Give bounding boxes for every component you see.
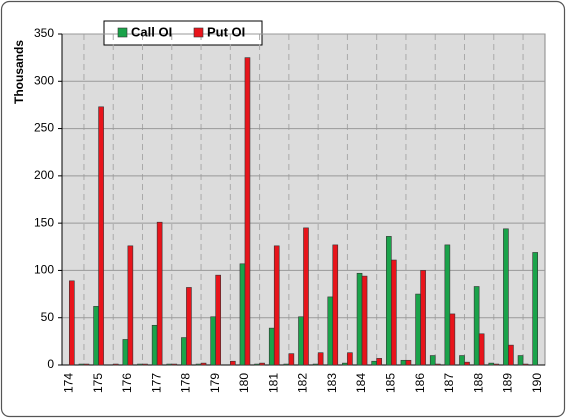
legend-swatch xyxy=(193,27,204,38)
bar xyxy=(210,316,216,366)
bar xyxy=(371,360,377,366)
bar xyxy=(298,316,304,366)
bar xyxy=(200,362,207,366)
bar xyxy=(493,363,500,366)
bar xyxy=(522,363,529,366)
x-tick-label: 174 xyxy=(61,373,75,393)
bar xyxy=(215,274,221,366)
bar xyxy=(405,359,412,366)
bar xyxy=(342,362,348,366)
x-tick-label: 190 xyxy=(530,373,544,393)
bar xyxy=(347,352,353,366)
bar xyxy=(517,355,524,366)
x-tick-label: 184 xyxy=(354,373,368,393)
bar xyxy=(415,293,421,366)
y-tick-label: 350 xyxy=(34,26,54,40)
bar xyxy=(400,359,407,366)
x-tick-label: 185 xyxy=(383,373,397,393)
y-axis-label: Thousands xyxy=(12,40,26,104)
bar xyxy=(488,362,495,366)
bar xyxy=(122,339,129,366)
bar xyxy=(137,363,143,366)
bar xyxy=(78,363,85,366)
bar xyxy=(312,363,319,366)
bar xyxy=(142,363,148,366)
bar xyxy=(283,363,290,366)
bar xyxy=(288,353,295,366)
bar xyxy=(356,272,363,366)
bar xyxy=(93,306,99,366)
y-tick-label: 0 xyxy=(47,357,54,371)
legend-label: Put OI xyxy=(207,24,245,39)
x-tick-label: 181 xyxy=(266,373,280,393)
bar xyxy=(156,221,163,366)
bar xyxy=(478,333,485,366)
bar xyxy=(303,227,309,366)
bar xyxy=(181,337,187,366)
bar xyxy=(268,327,275,366)
x-tick-label: 179 xyxy=(208,373,222,393)
y-tick-label: 50 xyxy=(41,310,55,324)
y-tick-label: 200 xyxy=(34,168,54,182)
bar xyxy=(186,287,192,366)
bar xyxy=(332,244,339,366)
bar xyxy=(361,275,368,366)
bar xyxy=(473,286,480,366)
bar xyxy=(391,259,397,366)
bar xyxy=(273,245,280,366)
bar xyxy=(151,324,158,366)
bar xyxy=(532,252,538,366)
y-tick-label: 100 xyxy=(34,263,54,277)
x-tick-label: 176 xyxy=(120,373,134,393)
bar xyxy=(254,363,260,366)
x-tick-label: 186 xyxy=(413,373,427,393)
x-tick-label: 187 xyxy=(442,373,456,393)
bar xyxy=(317,352,324,366)
x-tick-label: 177 xyxy=(149,373,163,393)
bar xyxy=(239,263,246,366)
bar xyxy=(166,363,173,366)
bar xyxy=(83,363,90,366)
bar xyxy=(508,344,514,366)
bar xyxy=(459,355,465,366)
bar xyxy=(69,280,75,366)
bar xyxy=(259,362,265,366)
bar xyxy=(98,106,104,366)
x-tick-label: 183 xyxy=(325,373,339,393)
bar xyxy=(444,244,451,366)
y-tick-label: 300 xyxy=(34,73,54,87)
legend-swatch xyxy=(117,27,128,38)
x-tick-label: 189 xyxy=(501,373,515,393)
x-tick-label: 180 xyxy=(237,373,251,393)
bar xyxy=(230,360,236,366)
bar xyxy=(112,363,119,366)
bar xyxy=(464,361,470,366)
y-tick-label: 150 xyxy=(34,215,54,229)
bar xyxy=(386,236,392,366)
bar xyxy=(420,270,426,366)
bar xyxy=(503,228,509,366)
bar xyxy=(195,363,202,366)
legend xyxy=(103,20,263,46)
bar xyxy=(171,363,178,366)
bar xyxy=(434,363,441,366)
bar xyxy=(429,355,436,366)
bar xyxy=(127,245,134,366)
legend-label: Call OI xyxy=(131,24,172,39)
bar xyxy=(327,296,334,366)
bar xyxy=(376,358,382,366)
x-tick-label: 188 xyxy=(471,373,485,393)
x-tick-label: 182 xyxy=(296,373,310,393)
bar xyxy=(244,57,251,366)
bar xyxy=(449,313,456,366)
y-tick-label: 250 xyxy=(34,121,54,135)
x-tick-label: 175 xyxy=(91,373,105,393)
x-tick-label: 178 xyxy=(179,373,193,393)
